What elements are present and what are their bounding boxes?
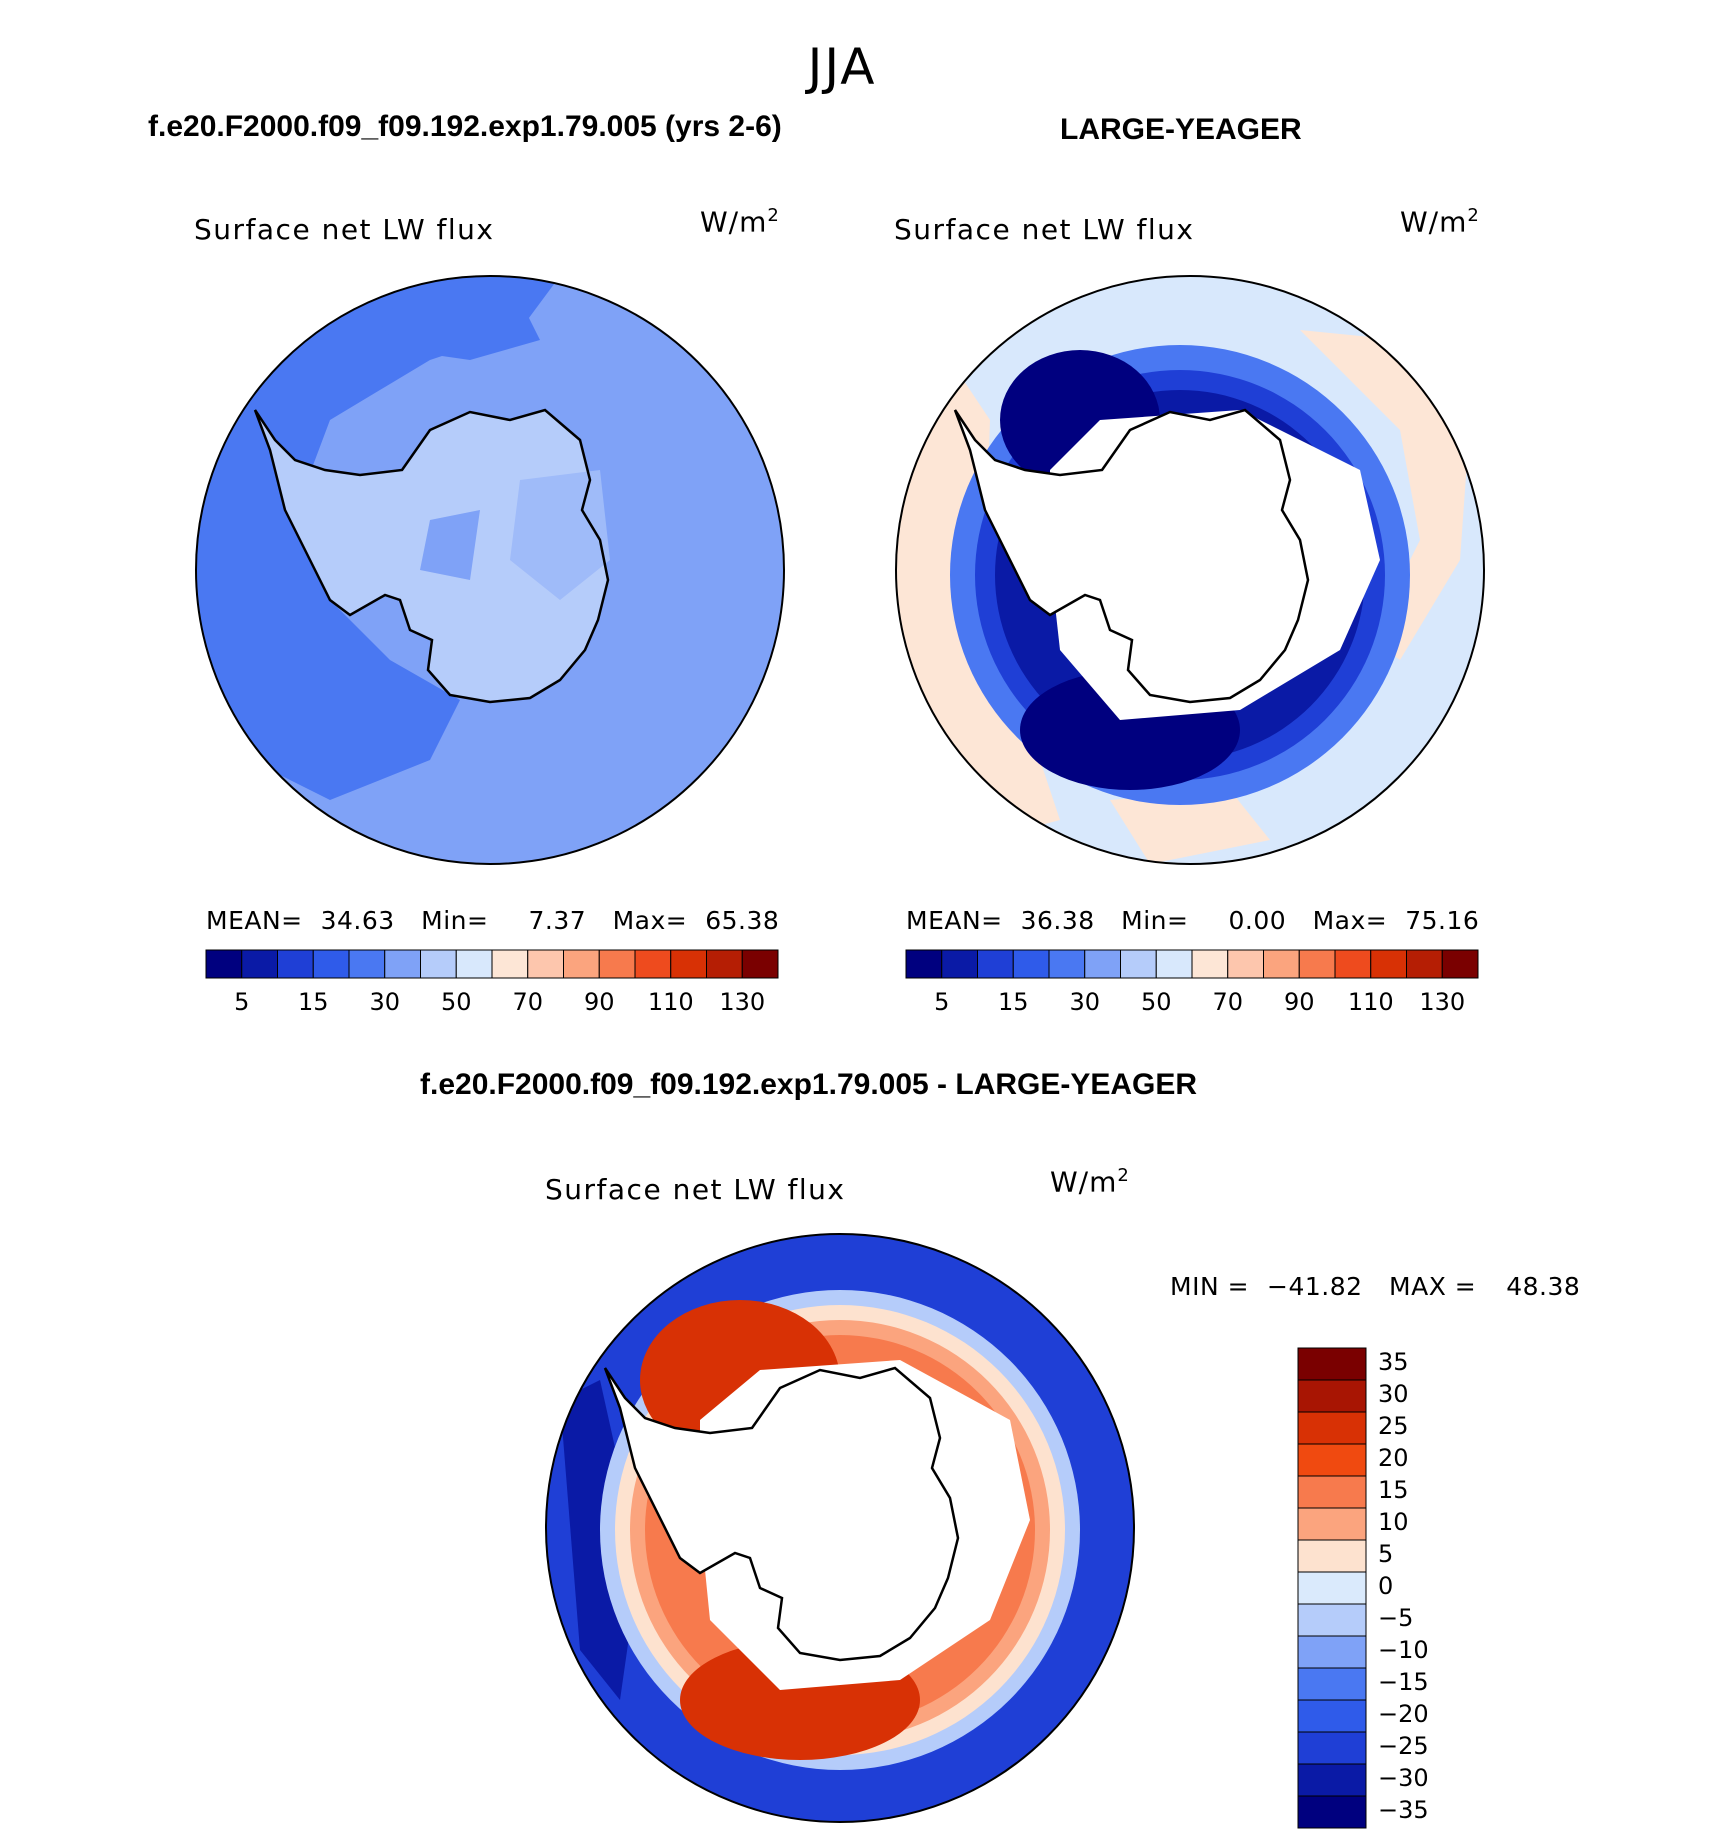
panel1-colorbar-swatch <box>455 949 493 979</box>
panel3-colorbar-tick-label: −35 <box>1378 1796 1429 1825</box>
panel3-colorbar-tick-label: 30 <box>1378 1380 1409 1409</box>
panel2-colorbar-tick-label: 30 <box>1069 988 1101 1016</box>
panel2-colorbar-swatch <box>1370 949 1407 979</box>
panel3-map <box>545 1233 1135 1823</box>
right-panel-title: LARGE-YEAGER <box>1060 113 1302 146</box>
panel3-colorbar <box>1297 1347 1367 1829</box>
panel2-units: W/m2 <box>1400 205 1480 239</box>
panel1-colorbar-swatch <box>706 949 743 979</box>
panel3-colorbar-tick-label: 5 <box>1378 1540 1394 1569</box>
panel1-stats: MEAN= 34.63 Min= 7.37 Max= 65.38 <box>206 906 780 935</box>
panel1-colorbar-swatch <box>205 949 243 979</box>
panel3-colorbar-swatch <box>1297 1699 1367 1733</box>
panel2-colorbar-swatch <box>1334 949 1372 979</box>
panel2-colorbar-swatch <box>905 949 943 979</box>
panel3-colorbar-tick-label: 25 <box>1378 1412 1409 1441</box>
panel3-colorbar-tick-label: 35 <box>1378 1348 1409 1377</box>
panel2-colorbar-swatch <box>1441 949 1479 979</box>
panel1-colorbar-swatch <box>634 949 672 979</box>
panel3-colorbar-swatch <box>1297 1347 1367 1381</box>
panel3-colorbar-tick-label: −30 <box>1378 1764 1429 1793</box>
panel3-colorbar-swatch <box>1297 1411 1367 1445</box>
panel2-colorbar-swatch <box>977 949 1014 979</box>
panel2-colorbar <box>905 949 1479 979</box>
panel1-colorbar-tick-label: 130 <box>719 988 766 1016</box>
panel3-colorbar-tick-label: −5 <box>1378 1604 1414 1633</box>
panel3-colorbar-tick-label: −15 <box>1378 1668 1429 1697</box>
panel1-colorbar-swatch <box>491 949 529 979</box>
panel3-colorbar-tick-label: −25 <box>1378 1732 1429 1761</box>
difference-panel-title: f.e20.F2000.f09_f09.192.exp1.79.005 - LA… <box>420 1068 1198 1101</box>
panel1-units: W/m2 <box>700 205 780 239</box>
panel2-colorbar-swatch <box>1155 949 1193 979</box>
panel2-colorbar-tick-label: 90 <box>1283 988 1315 1016</box>
panel1-colorbar-tick-label: 15 <box>297 988 329 1016</box>
panel2-colorbar-swatch <box>941 949 978 979</box>
panel3-colorbar-swatch <box>1297 1379 1367 1413</box>
panel1-variable-title: Surface net LW flux <box>194 213 495 246</box>
panel1-colorbar-tick-label: 110 <box>647 988 694 1016</box>
panel3-colorbar-swatch <box>1297 1443 1367 1477</box>
panel3-colorbar-swatch <box>1297 1667 1367 1701</box>
panel2-colorbar-swatch <box>1263 949 1300 979</box>
panel2-colorbar-tick-label: 50 <box>1140 988 1172 1016</box>
panel3-colorbar-swatch <box>1297 1571 1367 1605</box>
panel1-colorbar-swatch <box>312 949 350 979</box>
panel2-colorbar-swatch <box>1298 949 1336 979</box>
panel2-colorbar-swatch <box>1406 949 1443 979</box>
season-title: JJA <box>807 38 877 96</box>
panel3-colorbar-tick-label: 20 <box>1378 1444 1409 1473</box>
panel3-colorbar-tick-label: 15 <box>1378 1476 1409 1505</box>
panel3-colorbar-tick-label: 0 <box>1378 1572 1394 1601</box>
panel1-colorbar <box>205 949 779 979</box>
panel1-colorbar-swatch <box>741 949 779 979</box>
panel3-units: W/m2 <box>1050 1165 1130 1199</box>
panel1-colorbar-swatch <box>598 949 636 979</box>
panel3-colorbar-swatch <box>1297 1731 1367 1765</box>
panel3-colorbar-swatch <box>1297 1603 1367 1637</box>
panel3-variable-title: Surface net LW flux <box>545 1173 846 1206</box>
left-panel-title: f.e20.F2000.f09_f09.192.exp1.79.005 (yrs… <box>148 110 782 143</box>
panel3-stats: MIN = −41.82 MAX = 48.38 <box>1170 1272 1581 1301</box>
panel1-colorbar-tick-label: 70 <box>512 988 544 1016</box>
panel2-stats: MEAN= 36.38 Min= 0.00 Max= 75.16 <box>906 906 1480 935</box>
panel3-colorbar-swatch <box>1297 1475 1367 1509</box>
panel2-colorbar-swatch <box>1012 949 1050 979</box>
panel1-colorbar-swatch <box>527 949 564 979</box>
panel2-colorbar-swatch <box>1084 949 1121 979</box>
panel1-colorbar-swatch <box>670 949 707 979</box>
panel1-colorbar-swatch <box>420 949 457 979</box>
panel2-colorbar-tick-label: 130 <box>1419 988 1466 1016</box>
panel1-colorbar-swatch <box>563 949 600 979</box>
panel1-colorbar-swatch <box>348 949 386 979</box>
panel2-colorbar-tick-label: 15 <box>997 988 1029 1016</box>
panel1-colorbar-swatch <box>241 949 278 979</box>
panel2-variable-title: Surface net LW flux <box>894 213 1195 246</box>
panel1-map <box>195 275 785 865</box>
panel3-colorbar-tick-label: 10 <box>1378 1508 1409 1537</box>
panel2-map <box>895 275 1485 865</box>
panel2-colorbar-swatch <box>1191 949 1229 979</box>
panel3-colorbar-swatch <box>1297 1635 1367 1669</box>
panel1-colorbar-swatch <box>384 949 421 979</box>
panel1-colorbar-swatch <box>277 949 314 979</box>
panel2-colorbar-swatch <box>1227 949 1264 979</box>
panel2-colorbar-swatch <box>1120 949 1157 979</box>
panel2-colorbar-tick-label: 70 <box>1212 988 1244 1016</box>
panel3-colorbar-swatch <box>1297 1539 1367 1573</box>
panel3-colorbar-tick-label: −20 <box>1378 1700 1429 1729</box>
panel2-colorbar-tick-label: 110 <box>1347 988 1394 1016</box>
panel3-colorbar-swatch <box>1297 1763 1367 1797</box>
panel3-colorbar-swatch <box>1297 1795 1367 1829</box>
panel3-colorbar-swatch <box>1297 1507 1367 1541</box>
panel1-colorbar-tick-label: 90 <box>583 988 615 1016</box>
panel1-colorbar-tick-label: 50 <box>440 988 472 1016</box>
panel1-colorbar-tick-label: 30 <box>369 988 401 1016</box>
panel2-colorbar-swatch <box>1048 949 1086 979</box>
panel3-colorbar-tick-label: −10 <box>1378 1636 1429 1665</box>
panel2-colorbar-tick-label: 5 <box>934 988 950 1016</box>
panel1-colorbar-tick-label: 5 <box>234 988 250 1016</box>
